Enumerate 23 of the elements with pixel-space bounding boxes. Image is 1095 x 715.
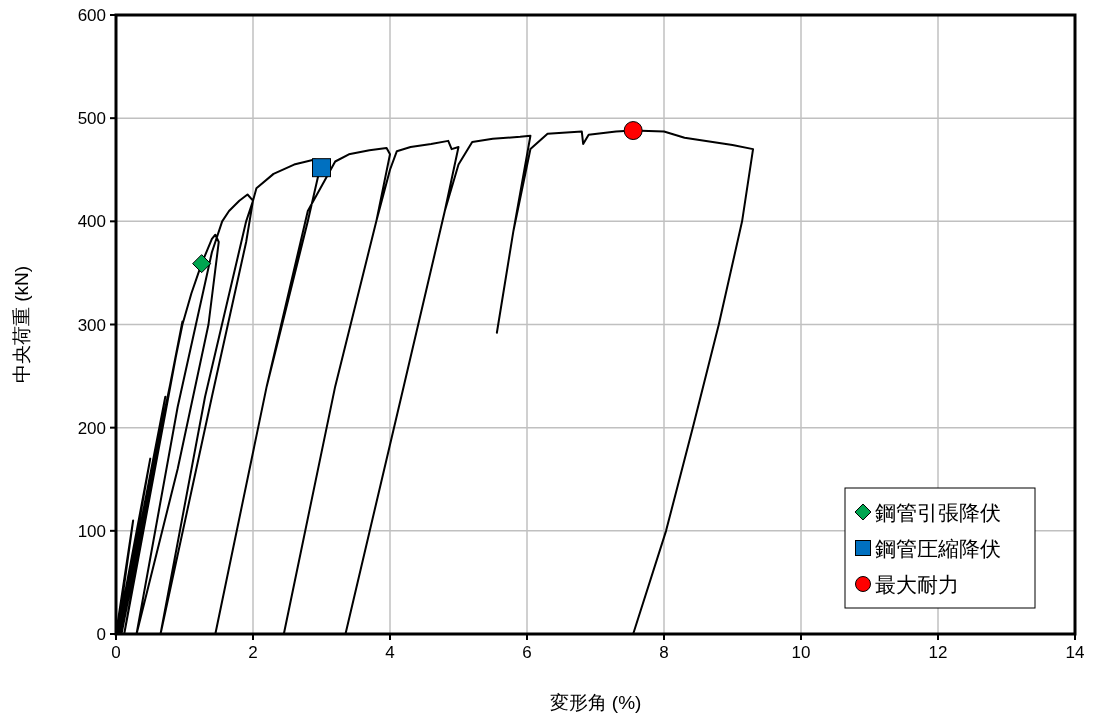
legend-label: 鋼管圧縮降伏 [875,537,1001,560]
y-tick-label: 400 [77,212,106,232]
y-axis-title: 中央荷重 (kN) [11,265,32,384]
x-tick-label: 4 [385,643,395,662]
x-tick-label: 10 [791,643,811,662]
y-tick-label: 100 [77,521,106,541]
point [623,121,643,141]
y-tick-label: 200 [77,418,106,438]
legend-label: 最大耐力 [875,573,959,596]
x-axis-title: 変形角 (%) [549,692,642,713]
point [312,158,331,178]
y-tick-label: 600 [77,6,106,25]
x-tick-label: 12 [928,643,948,662]
x-tick-label: 6 [522,643,532,662]
y-tick-label: 0 [96,625,106,644]
x-tick-label: 8 [659,643,669,662]
x-tick-label: 0 [111,643,121,662]
x-tick-label: 2 [248,643,258,662]
x-tick-label: 14 [1065,643,1085,662]
point [192,254,212,274]
y-tick-label: 500 [77,109,106,129]
y-tick-label: 300 [77,315,106,335]
legend-label: 鋼管引張降伏 [875,501,1001,524]
